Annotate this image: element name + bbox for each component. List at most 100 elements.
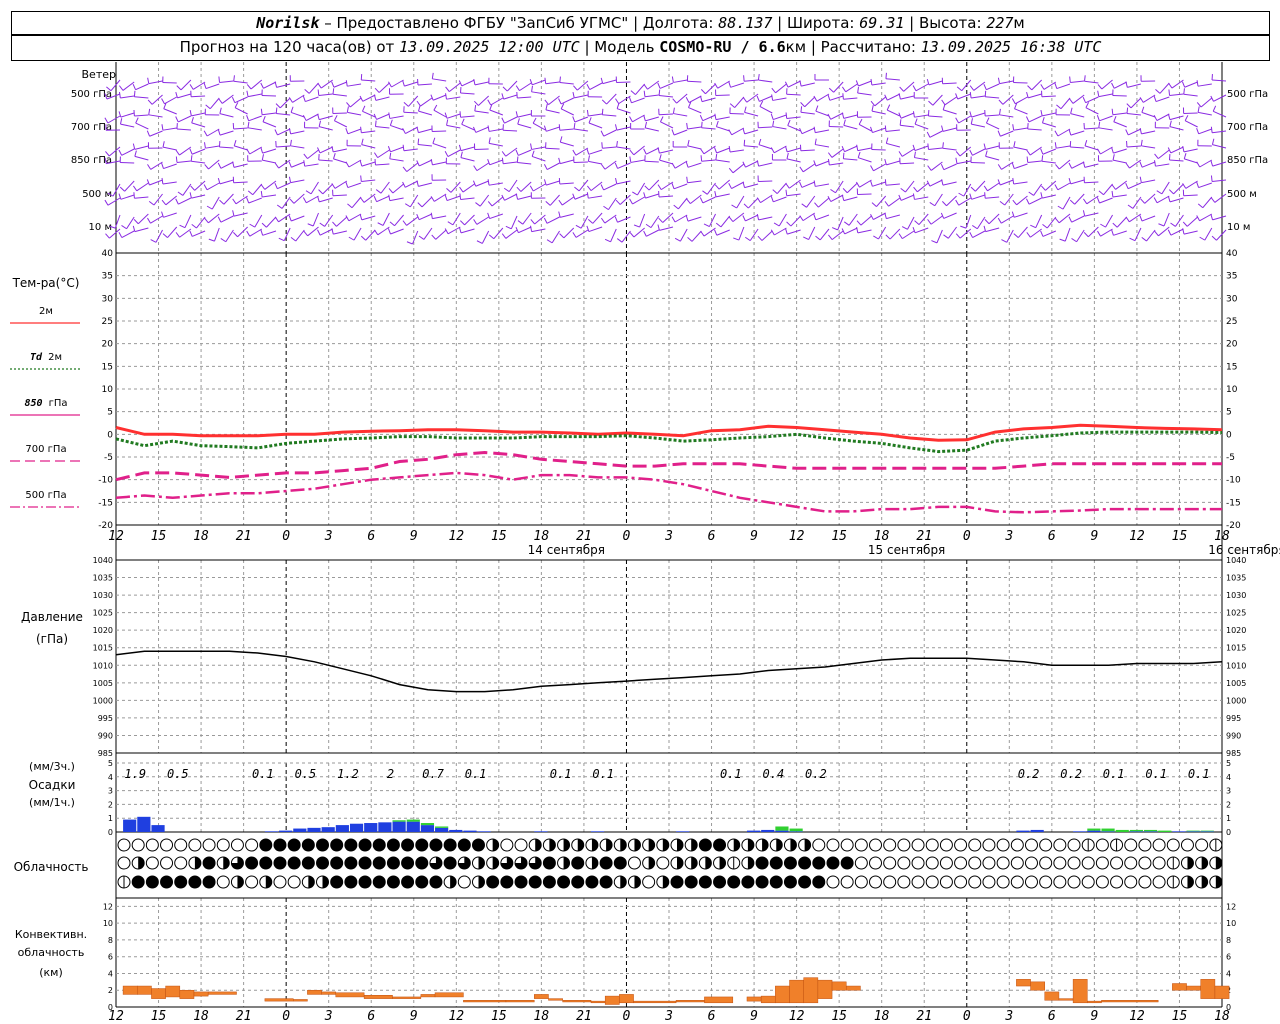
- wind-barb-flag: [912, 144, 916, 151]
- wind-barb-flag: [687, 139, 690, 146]
- wind-barb: [320, 79, 333, 89]
- wind-barb-flag: [1027, 85, 1033, 91]
- precip-rain-bar: [1101, 831, 1115, 832]
- wind-barb: [930, 215, 943, 225]
- wind-barb: [423, 227, 433, 240]
- wind-barb: [708, 213, 716, 227]
- model-name: COSMO-RU / 6.6: [659, 38, 786, 56]
- wind-barb-flag: [700, 89, 706, 95]
- wind-barb-flag: [444, 228, 449, 235]
- wind-barb: [452, 212, 461, 226]
- bottom-xtick: 15: [831, 1009, 847, 1024]
- wind-barb-flag: [644, 121, 648, 128]
- wind-barb: [1041, 160, 1056, 164]
- pressure-title: Давление: [21, 610, 83, 624]
- wind-barb: [1086, 195, 1099, 205]
- wind-barb: [844, 145, 858, 153]
- cloud-cover-mark: [1095, 875, 1109, 889]
- wind-barb-flag: [360, 126, 362, 133]
- cloud-cover-mark-half: [747, 839, 754, 851]
- wind-barb-flag: [1097, 84, 1103, 90]
- wind-barb: [860, 215, 872, 226]
- wind-barb: [717, 80, 730, 89]
- wind-level-label-right: 700 гПа: [1227, 122, 1269, 133]
- temp-ytick: 35: [102, 272, 113, 282]
- wind-barb: [219, 113, 234, 118]
- bottom-xtick: 9: [1090, 1009, 1098, 1024]
- wind-barb-flag: [147, 217, 151, 224]
- temp-legend-item: 700 гПа: [8, 444, 84, 456]
- wind-barb: [876, 195, 887, 207]
- cloud-cover-mark: [599, 856, 613, 870]
- latitude-value: 69.31: [859, 14, 905, 32]
- cloud-cover-mark: [869, 875, 883, 889]
- cloud-cover-mark: [259, 856, 273, 870]
- wind-barb: [633, 145, 645, 156]
- wind-barb-flag: [189, 230, 193, 237]
- wind-barb-flag: [926, 180, 931, 187]
- cloud-cover-mark-3q: [500, 857, 513, 870]
- wind-barb: [182, 183, 192, 196]
- wind-barb-flag: [985, 117, 990, 124]
- wind-barb: [944, 96, 957, 106]
- wind-barb-flag: [333, 115, 338, 121]
- wind-barb: [1155, 96, 1170, 103]
- wind-barb-flag: [416, 100, 421, 107]
- conv-cloud-bar: [137, 985, 152, 995]
- cloud-cover-mark-half: [194, 857, 201, 869]
- altitude-label: Высота:: [919, 14, 982, 32]
- wind-barb: [348, 213, 362, 222]
- wind-barb-flag: [175, 116, 179, 123]
- precip-rain-bar: [378, 822, 392, 832]
- cloud-cover-mark: [160, 838, 174, 852]
- cloud-cover-mark-half: [804, 839, 811, 851]
- wind-barb: [644, 160, 659, 163]
- bottom-xtick: 9: [410, 1009, 418, 1024]
- wind-barb-flag: [246, 84, 252, 90]
- wind-barb: [361, 215, 376, 221]
- wind-barb: [177, 93, 192, 99]
- wind-barb-flag: [803, 236, 809, 241]
- conv-cloud-bar: [463, 1000, 507, 1003]
- wind-barb-flag: [233, 140, 237, 147]
- temp-xtick: 18: [874, 529, 890, 544]
- cloud-cover-mark: [897, 838, 911, 852]
- wind-barb: [829, 95, 844, 101]
- wind-barb: [109, 228, 121, 239]
- wind-barb: [120, 95, 135, 99]
- wind-barb: [1031, 79, 1043, 91]
- wind-barb: [508, 179, 518, 192]
- wind-barb: [432, 142, 447, 149]
- wind-barb-flag: [956, 86, 963, 92]
- wind-barb: [843, 114, 858, 119]
- wind-barb-flag: [970, 118, 973, 125]
- bottom-xtick: 3: [1004, 1009, 1013, 1024]
- wind-barb: [673, 79, 688, 83]
- wind-barb: [971, 112, 986, 118]
- wind-barb: [264, 180, 277, 190]
- conv-cloud-bar: [307, 989, 322, 995]
- wind-barb-flag: [559, 136, 563, 143]
- cloud-cover-mark-half: [620, 876, 627, 888]
- precip-rain-bar: [349, 823, 364, 832]
- wind-barb-flag: [600, 130, 605, 137]
- wind-barb-flag: [348, 236, 355, 241]
- wind-barb: [819, 228, 830, 241]
- precip-snow-bar: [1101, 828, 1115, 832]
- precip-ytick-right: 4: [1226, 773, 1231, 782]
- wind-barb-flag: [997, 179, 1001, 186]
- precip-rain-bar: [123, 819, 137, 832]
- wind-barb: [211, 196, 220, 210]
- wind-barb: [308, 82, 319, 94]
- wind-barb: [905, 180, 915, 193]
- wind-barb-flag: [1097, 148, 1101, 155]
- wind-barb-flag: [1127, 204, 1134, 209]
- wind-barb: [1027, 128, 1042, 131]
- cloud-cover-mark: [812, 875, 826, 889]
- wind-barb: [305, 113, 319, 122]
- wind-barb: [559, 82, 574, 85]
- cloud-cover-mark: [358, 838, 372, 852]
- wind-barb: [843, 196, 858, 202]
- wind-barb-flag: [1069, 199, 1075, 205]
- wind-barb: [375, 126, 390, 129]
